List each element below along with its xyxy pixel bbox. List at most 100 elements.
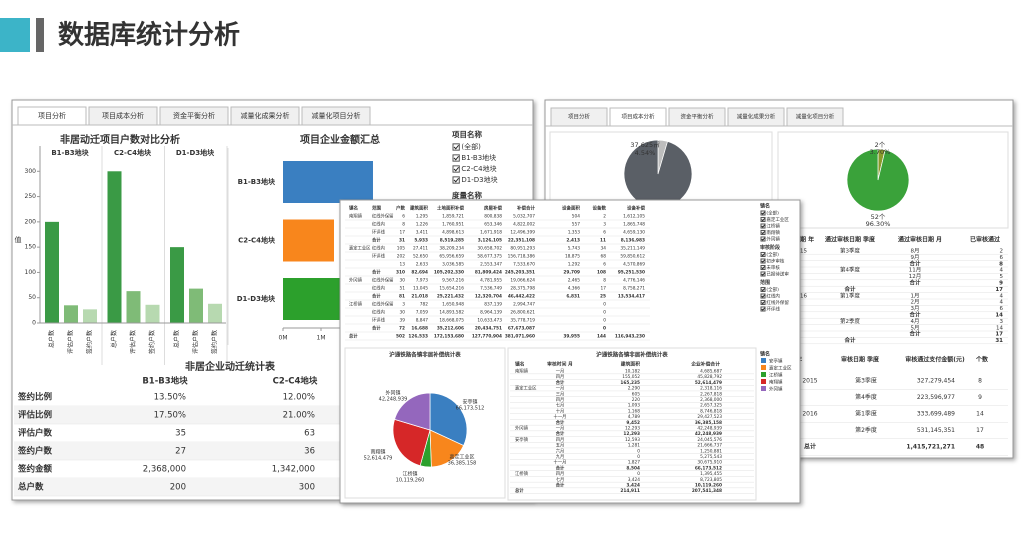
- tab-label[interactable]: 资金平衡分析: [173, 111, 215, 120]
- checkbox[interactable]: [760, 264, 766, 271]
- table-cell: 1,292: [568, 262, 581, 268]
- checkbox[interactable]: [760, 306, 766, 312]
- tab-label[interactable]: 减量化项目分析: [796, 113, 835, 121]
- tab-label[interactable]: 减量化成果分析: [241, 111, 290, 120]
- table-cell: 1,168: [628, 408, 641, 414]
- table-cell: 9,452: [626, 420, 640, 426]
- table-cell: 4,776,146: [623, 278, 645, 284]
- table-cell: 30,658,702: [477, 246, 502, 252]
- column-header: 通过审核日期 月: [898, 236, 942, 244]
- column-header: 审核通过支付金额(元): [905, 356, 965, 364]
- checkbox[interactable]: [760, 223, 766, 229]
- table-cell: 2,413: [566, 238, 580, 244]
- checkbox[interactable]: [760, 299, 766, 306]
- legend-swatch: [761, 379, 766, 384]
- pie-slice: [429, 392, 468, 446]
- table-cell: 12,593: [625, 437, 640, 443]
- table-cell: 7,973: [416, 278, 429, 284]
- table-cell: 四月: [556, 437, 565, 443]
- checkbox[interactable]: [760, 229, 766, 236]
- chart-title: 非居动迁项目户数对比分析: [60, 133, 180, 146]
- table-cell: 165,235: [620, 380, 640, 386]
- bar: [208, 303, 222, 323]
- table-cell: 外冈镇: [349, 277, 363, 284]
- table-cell: 8,519,285: [440, 238, 464, 244]
- table-cell: 2,994,747: [513, 302, 535, 308]
- tab-label[interactable]: 项目成本分析: [102, 111, 144, 120]
- table-cell: 17: [601, 286, 607, 292]
- table-cell: 4: [1000, 300, 1004, 306]
- legend-title: 镇名: [760, 351, 770, 358]
- checkbox[interactable]: [452, 176, 460, 184]
- legend-label: 南翔镇: [769, 379, 783, 386]
- tab-label[interactable]: 项目成本分析: [621, 113, 655, 121]
- checkbox[interactable]: [452, 165, 460, 173]
- column-header: 通过审核日期 季度: [825, 236, 876, 244]
- table-cell: 5月: [911, 324, 920, 331]
- title-accent: [36, 18, 44, 52]
- table-cell: 九月: [556, 453, 565, 460]
- checkbox[interactable]: [760, 258, 766, 264]
- table-cell: 3: [402, 302, 405, 308]
- checkbox[interactable]: [760, 271, 766, 277]
- table-cell: 34: [601, 246, 607, 252]
- tab-label[interactable]: 减量化项目分析: [312, 111, 361, 120]
- column-header: 镇名: [515, 361, 525, 368]
- table-cell: 35: [175, 429, 186, 439]
- tab-label[interactable]: 项目分析: [568, 113, 591, 121]
- table-cell: 合计: [556, 379, 565, 386]
- filter-item: (全部): [461, 142, 481, 151]
- table-cell: 2,553,347: [480, 262, 502, 268]
- table-cell: 合计: [372, 237, 381, 244]
- legend-swatch: [761, 365, 766, 370]
- checkbox[interactable]: [760, 236, 766, 242]
- column-header: 设备补偿: [627, 205, 645, 212]
- checkbox[interactable]: [760, 210, 766, 216]
- checkbox[interactable]: [760, 251, 766, 258]
- table-cell: 总计: [515, 487, 524, 494]
- table-cell: 环评线: [372, 253, 386, 260]
- table-cell: 144: [597, 334, 606, 340]
- filter-item: 外冈镇: [766, 236, 780, 243]
- chart-box: [777, 131, 1009, 229]
- pie-label: 36,385,158: [448, 461, 477, 467]
- table-cell: 0: [603, 326, 606, 332]
- table-cell: 200: [170, 483, 186, 493]
- table-cell: 245,203,351: [505, 270, 535, 276]
- x-tick-label: 签约户数: [148, 330, 156, 354]
- table-cell: 14: [996, 325, 1003, 331]
- tab-label[interactable]: 项目分析: [38, 111, 66, 120]
- table-cell: 2,368,000: [700, 397, 722, 403]
- table-cell: 8: [978, 378, 982, 385]
- table-cell: 江桥镇: [515, 470, 529, 477]
- x-tick-label: 评估户数: [129, 330, 137, 354]
- table-cell: 531,145,351: [917, 427, 955, 434]
- checkbox[interactable]: [452, 154, 460, 162]
- table-cell: 223,596,977: [917, 394, 955, 401]
- table-cell: 合计: [844, 285, 856, 293]
- table-cell: 1,342,000: [272, 465, 315, 475]
- table-cell: 合计: [556, 430, 565, 437]
- table-cell: 合计: [844, 336, 856, 344]
- table-cell: 31: [399, 238, 405, 244]
- table-cell: 总计: [349, 333, 358, 340]
- legend-swatch: [761, 386, 766, 391]
- tab-label[interactable]: 资金平衡分析: [680, 113, 714, 121]
- table-cell: 6: [603, 262, 606, 268]
- bar: [283, 278, 340, 320]
- tab-label[interactable]: 减量化成果分析: [737, 113, 776, 121]
- x-tick-label: 总户数: [48, 330, 56, 348]
- table-cell: 六月: [556, 447, 565, 454]
- checkbox[interactable]: [760, 293, 766, 299]
- table-cell: 2月: [911, 299, 920, 306]
- table-cell: 12,293: [623, 431, 640, 437]
- bar: [83, 309, 97, 323]
- filter-item: (全部): [766, 286, 779, 293]
- bar: [170, 247, 184, 323]
- checkbox[interactable]: [760, 216, 766, 223]
- table-cell: 一月: [556, 369, 565, 375]
- table-cell: 安亭镇: [515, 436, 529, 443]
- table-cell: 18,875: [565, 254, 580, 260]
- checkbox[interactable]: [760, 286, 766, 293]
- checkbox[interactable]: [452, 143, 460, 151]
